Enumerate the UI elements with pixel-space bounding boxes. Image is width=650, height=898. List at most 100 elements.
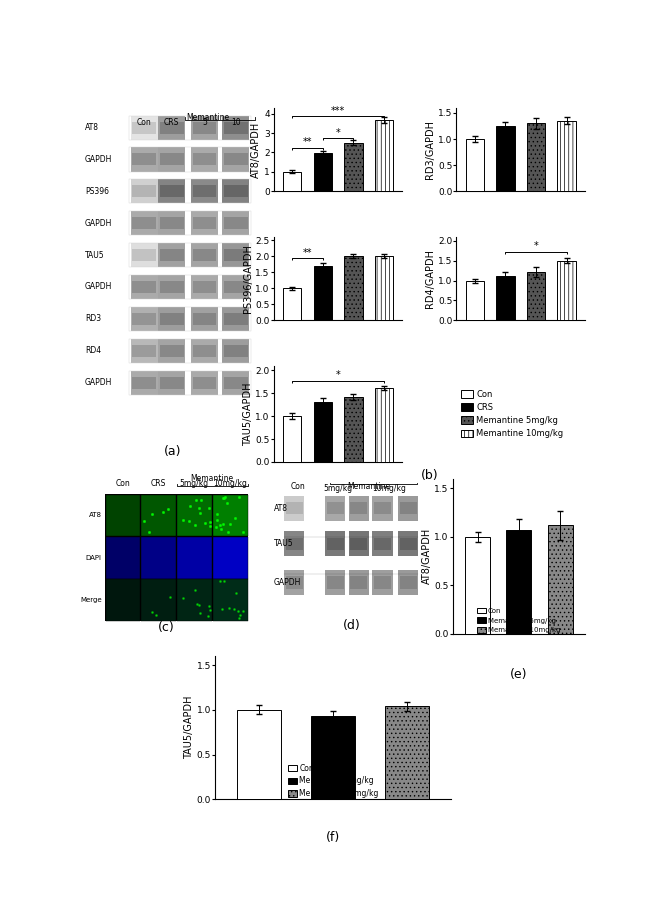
Text: AT8: AT8 (85, 123, 99, 132)
Text: Con: Con (291, 482, 305, 491)
Legend: Con, Memantine 5mg/kg, Memantine 10mg/kg: Con, Memantine 5mg/kg, Memantine 10mg/kg (477, 608, 560, 633)
Bar (141, 579, 176, 621)
Bar (158, 371, 185, 394)
Text: 5mg/kg: 5mg/kg (180, 480, 209, 489)
Bar (160, 376, 183, 389)
Bar (496, 126, 515, 191)
Bar (224, 185, 248, 198)
Bar (314, 266, 332, 321)
Bar (158, 275, 185, 299)
Bar (131, 307, 158, 330)
Bar (177, 579, 212, 621)
Text: RD4: RD4 (85, 347, 101, 356)
Bar (344, 143, 363, 191)
Text: Con: Con (137, 119, 151, 128)
Bar (326, 538, 343, 550)
Bar (158, 339, 185, 363)
Bar (465, 537, 490, 634)
Bar (283, 172, 302, 191)
Y-axis label: RD4/GAPDH: RD4/GAPDH (425, 249, 435, 308)
Text: AT8: AT8 (274, 504, 288, 513)
Bar (350, 538, 367, 550)
Text: *: * (534, 242, 538, 251)
Bar (286, 538, 303, 550)
Bar (105, 579, 140, 621)
Bar (284, 496, 304, 521)
Bar (141, 495, 176, 536)
Text: 10: 10 (231, 119, 240, 128)
Bar (465, 280, 484, 321)
Text: GAPDH: GAPDH (85, 378, 112, 387)
Text: 5mg/kg: 5mg/kg (324, 484, 353, 493)
Bar (325, 570, 345, 595)
Y-axis label: AT8/GAPDH: AT8/GAPDH (251, 121, 261, 178)
Bar (129, 211, 251, 235)
Bar (222, 339, 250, 363)
Text: **: ** (303, 137, 312, 147)
Bar (133, 121, 156, 134)
Bar (222, 275, 250, 299)
Y-axis label: PS396/GAPDH: PS396/GAPDH (242, 244, 253, 313)
Bar (192, 217, 216, 229)
Bar (286, 577, 303, 589)
Bar (133, 313, 156, 325)
Y-axis label: AT8/GAPDH: AT8/GAPDH (421, 528, 432, 585)
Bar (177, 495, 212, 536)
Text: CRS: CRS (164, 119, 179, 128)
Bar (191, 275, 218, 299)
Bar (131, 116, 158, 139)
Text: 10mg/kg: 10mg/kg (372, 484, 406, 493)
Bar (129, 180, 251, 203)
Text: CRS: CRS (151, 480, 166, 489)
Bar (224, 313, 248, 325)
Bar (192, 249, 216, 261)
Bar (129, 371, 251, 394)
Bar (400, 577, 417, 589)
Text: 10mg/kg: 10mg/kg (213, 480, 247, 489)
Bar (314, 402, 332, 462)
Bar (398, 532, 419, 556)
Bar (129, 116, 251, 139)
Legend: Con, CRS, Memantine 5mg/kg, Memantine 10mg/kg: Con, CRS, Memantine 5mg/kg, Memantine 10… (461, 390, 564, 438)
Bar (191, 116, 218, 139)
Bar (374, 502, 391, 515)
Bar (141, 537, 176, 578)
Text: (a): (a) (164, 445, 181, 458)
Bar (374, 538, 391, 550)
Bar (350, 502, 367, 515)
Bar (192, 376, 216, 389)
Bar (398, 570, 419, 595)
Bar (131, 275, 158, 299)
Bar (375, 388, 393, 462)
Bar (527, 272, 545, 321)
Bar (133, 185, 156, 198)
Bar (283, 288, 302, 321)
Text: DAPI: DAPI (86, 555, 101, 560)
Bar (133, 217, 156, 229)
Text: (e): (e) (510, 668, 528, 681)
Bar (131, 147, 158, 172)
Text: TAU5: TAU5 (85, 251, 105, 260)
Bar (325, 496, 345, 521)
Bar (224, 345, 248, 357)
Bar (558, 121, 576, 191)
Bar (344, 256, 363, 321)
Bar (129, 243, 251, 267)
Y-axis label: TAU5/GAPDH: TAU5/GAPDH (242, 383, 253, 445)
Bar (385, 706, 429, 799)
Text: (f): (f) (326, 831, 340, 844)
Bar (192, 121, 216, 134)
Bar (222, 307, 250, 330)
Text: Merge: Merge (80, 597, 101, 603)
Bar (284, 570, 304, 595)
Bar (158, 243, 185, 267)
Bar (105, 495, 140, 536)
Bar (213, 537, 248, 578)
Bar (131, 371, 158, 394)
Text: (c): (c) (158, 621, 175, 634)
Bar (224, 217, 248, 229)
Bar (129, 307, 251, 330)
Bar (326, 577, 343, 589)
Bar (213, 579, 248, 621)
Bar (496, 276, 515, 321)
